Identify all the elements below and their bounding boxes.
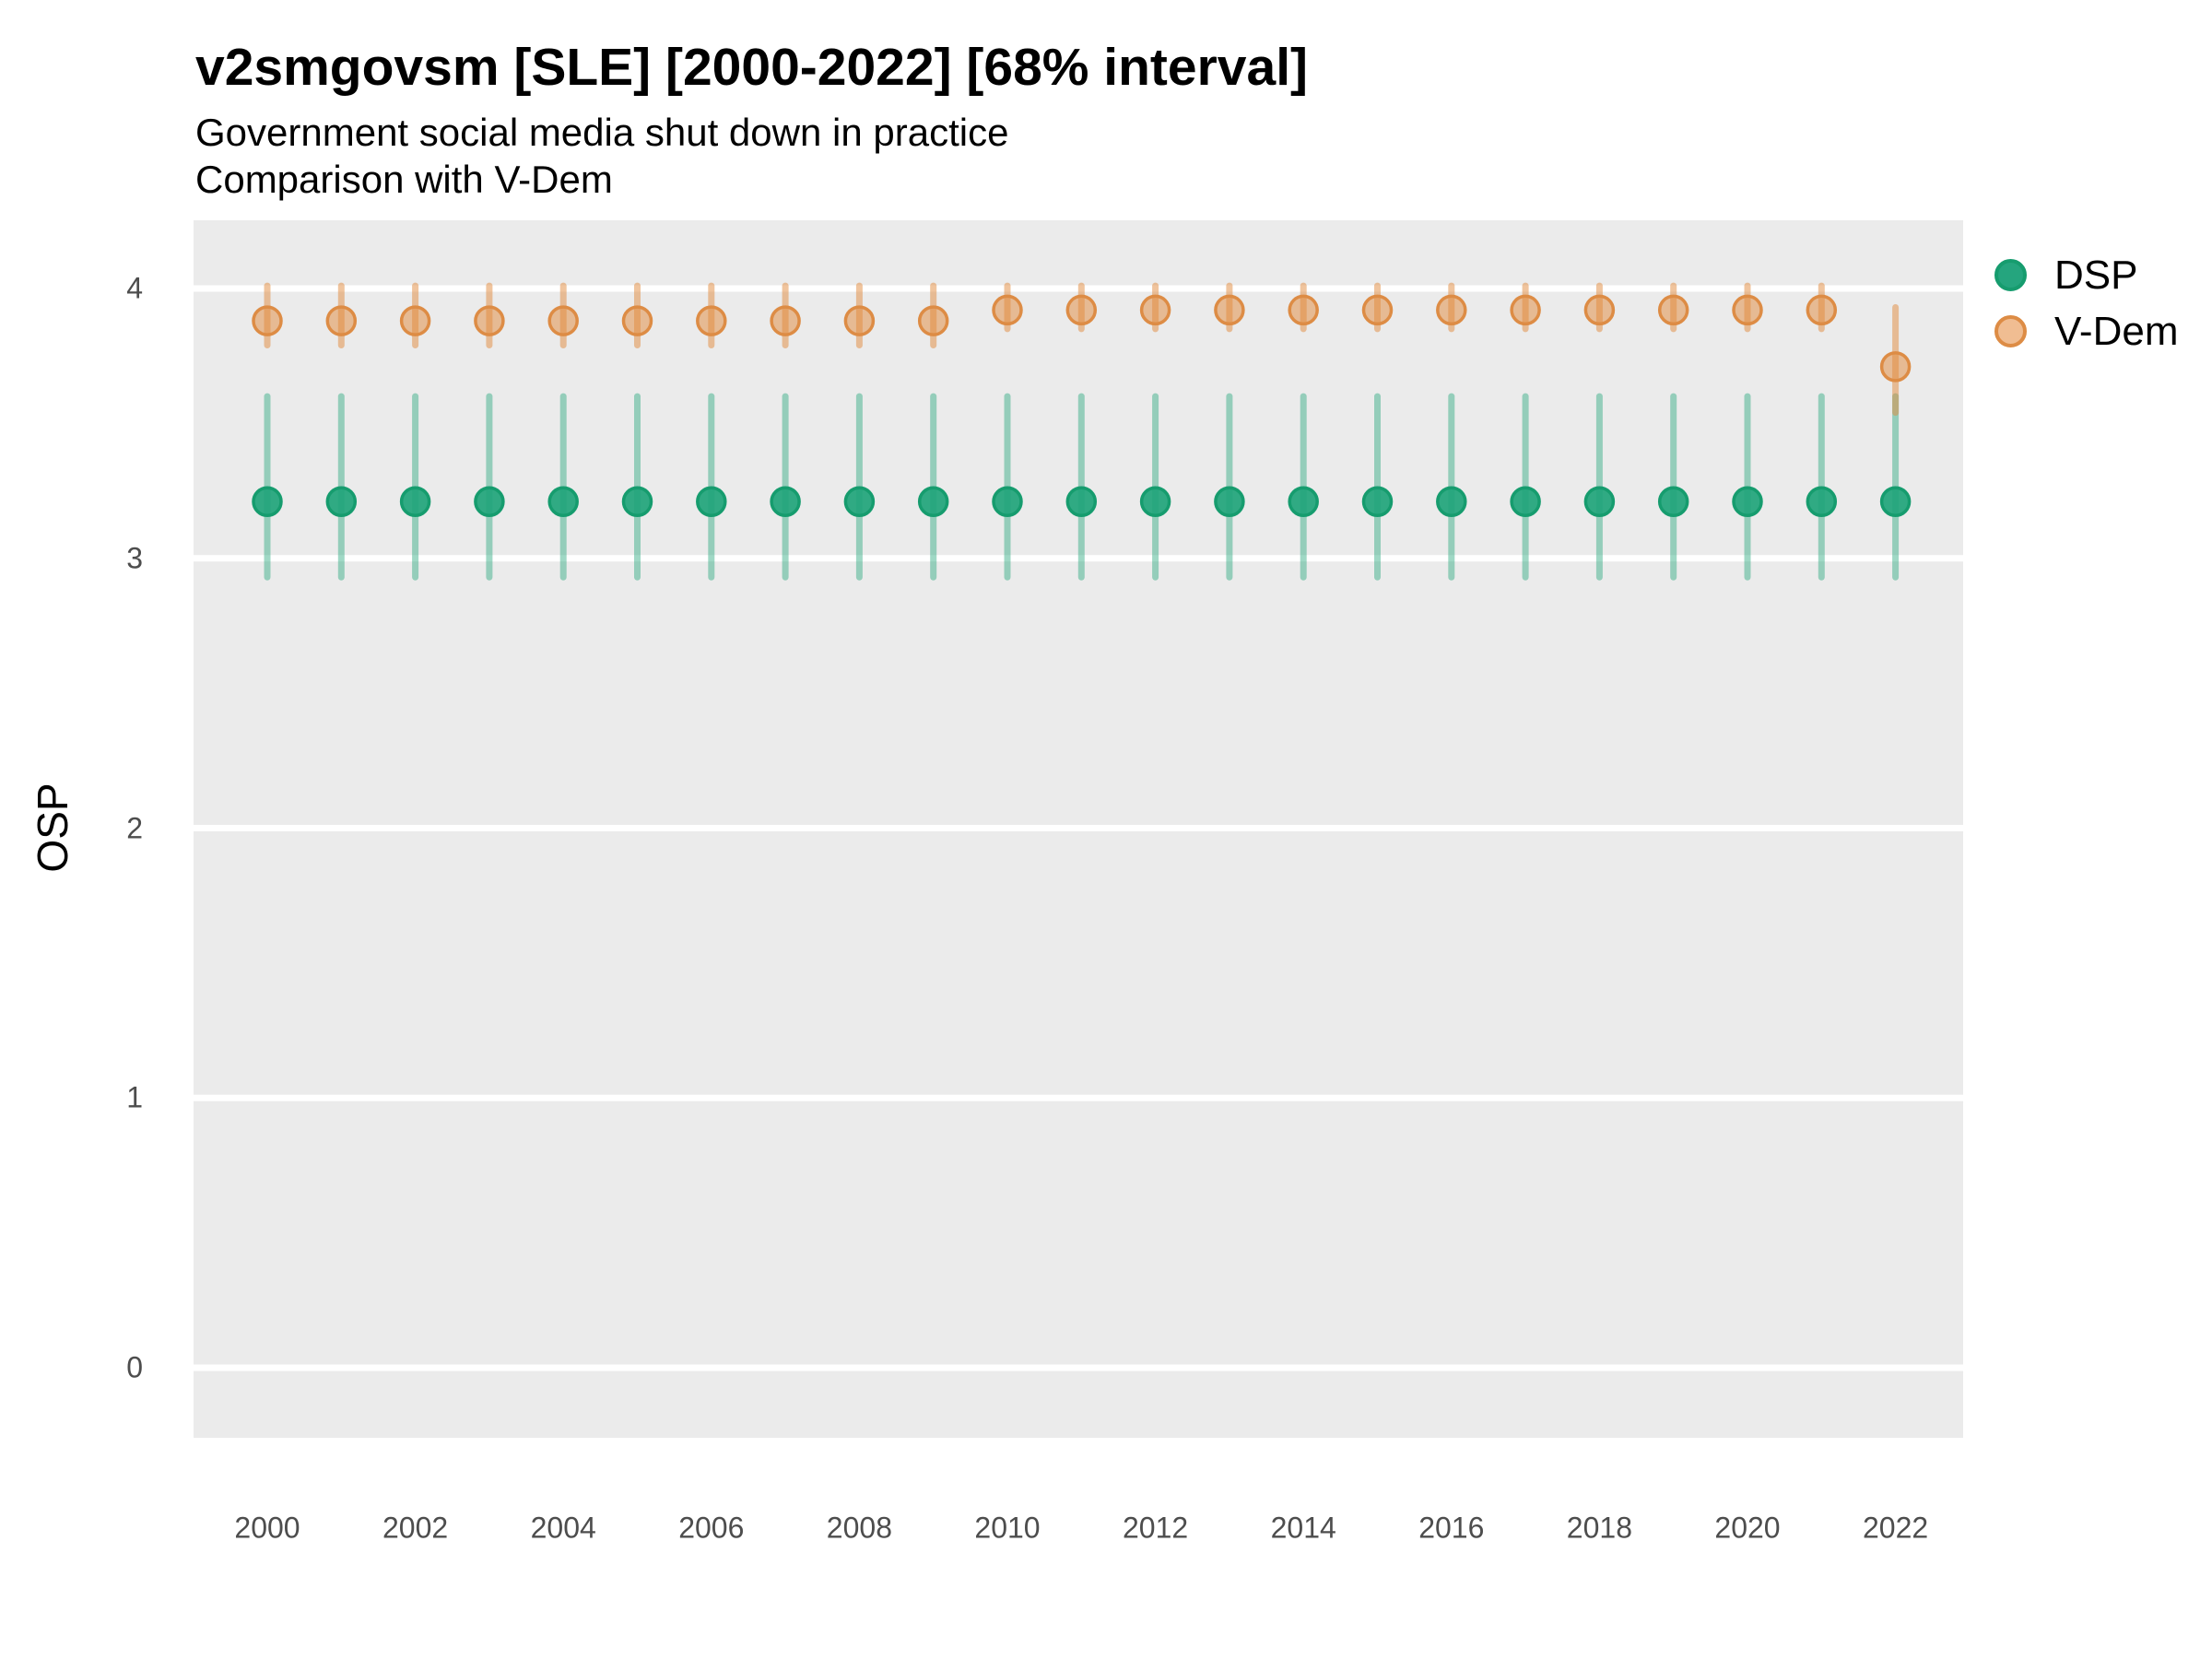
legend-label-dsp: DSP	[2054, 252, 2138, 298]
point-dsp-2014	[1288, 486, 1319, 518]
point-v-dem-2004	[547, 305, 579, 336]
legend-item-vdem: V-Dem	[1994, 303, 2178, 359]
x-tick-label-2008: 2008	[826, 1511, 892, 1545]
y-tick-label-1: 1	[126, 1080, 143, 1114]
point-dsp-2005	[621, 486, 653, 518]
point-v-dem-2019	[1657, 294, 1689, 326]
x-tick-label-2010: 2010	[974, 1511, 1041, 1545]
point-dsp-2013	[1214, 486, 1245, 518]
x-tick-label-2014: 2014	[1270, 1511, 1336, 1545]
point-v-dem-2005	[621, 305, 653, 336]
point-v-dem-2016	[1436, 294, 1467, 326]
point-dsp-2009	[917, 486, 949, 518]
y-tick-label-2: 2	[126, 811, 143, 844]
vdem-point-icon	[1994, 315, 2027, 347]
x-tick-label-2004: 2004	[530, 1511, 596, 1545]
point-dsp-2008	[843, 486, 876, 518]
chart-title: v2smgovsm [SLE] [2000-2022] [68% interva…	[195, 38, 1309, 97]
point-v-dem-2017	[1510, 294, 1541, 326]
legend-label-vdem: V-Dem	[2054, 308, 2179, 354]
chart-subtitle-comparison: Comparison with V-Dem	[195, 158, 613, 201]
point-v-dem-2007	[770, 305, 801, 336]
point-dsp-2021	[1806, 486, 1838, 518]
x-tick-label-2020: 2020	[1714, 1511, 1781, 1545]
point-v-dem-2012	[1139, 294, 1171, 326]
point-v-dem-2013	[1214, 294, 1245, 326]
point-dsp-2015	[1361, 486, 1394, 518]
point-dsp-2002	[399, 486, 431, 518]
x-tick-label-2000: 2000	[234, 1511, 300, 1545]
legend: DSP V-Dem	[1994, 247, 2178, 359]
legend-item-dsp: DSP	[1994, 247, 2178, 303]
point-dsp-2006	[696, 486, 727, 518]
point-dsp-2000	[252, 486, 283, 518]
point-v-dem-2000	[252, 305, 283, 336]
y-tick-label-3: 3	[126, 541, 143, 575]
point-v-dem-2014	[1288, 294, 1319, 326]
point-dsp-2022	[1879, 486, 1912, 518]
point-v-dem-2003	[474, 305, 505, 336]
point-v-dem-2020	[1732, 294, 1763, 326]
point-dsp-2004	[547, 486, 579, 518]
point-dsp-2007	[770, 486, 801, 518]
point-dsp-2020	[1732, 486, 1763, 518]
point-dsp-2018	[1583, 486, 1616, 518]
point-v-dem-2021	[1806, 294, 1838, 326]
y-axis-title: OSP	[29, 782, 76, 873]
x-tick-label-2016: 2016	[1418, 1511, 1485, 1545]
x-tick-label-2022: 2022	[1863, 1511, 1929, 1545]
x-tick-label-2012: 2012	[1123, 1511, 1189, 1545]
x-tick-label-2018: 2018	[1566, 1511, 1632, 1545]
point-dsp-2019	[1657, 486, 1689, 518]
point-dsp-2016	[1436, 486, 1467, 518]
point-v-dem-2002	[399, 305, 431, 336]
x-tick-label-2002: 2002	[382, 1511, 449, 1545]
point-v-dem-2022	[1879, 351, 1912, 382]
point-v-dem-2006	[696, 305, 727, 336]
x-tick-label-2006: 2006	[678, 1511, 745, 1545]
point-v-dem-2015	[1361, 294, 1394, 326]
y-tick-label-4: 4	[126, 271, 143, 305]
point-v-dem-2010	[992, 294, 1023, 326]
point-v-dem-2018	[1583, 294, 1616, 326]
point-v-dem-2008	[843, 305, 876, 336]
point-dsp-2001	[325, 486, 358, 518]
point-v-dem-2011	[1065, 294, 1098, 326]
y-tick-label-0: 0	[126, 1350, 143, 1384]
chart-subtitle: Government social media shut down in pra…	[195, 111, 1009, 154]
point-dsp-2003	[474, 486, 505, 518]
point-v-dem-2001	[325, 305, 358, 336]
point-dsp-2010	[992, 486, 1023, 518]
point-v-dem-2009	[917, 305, 949, 336]
dsp-point-icon	[1994, 259, 2027, 291]
point-dsp-2017	[1510, 486, 1541, 518]
point-dsp-2011	[1065, 486, 1098, 518]
point-dsp-2012	[1139, 486, 1171, 518]
